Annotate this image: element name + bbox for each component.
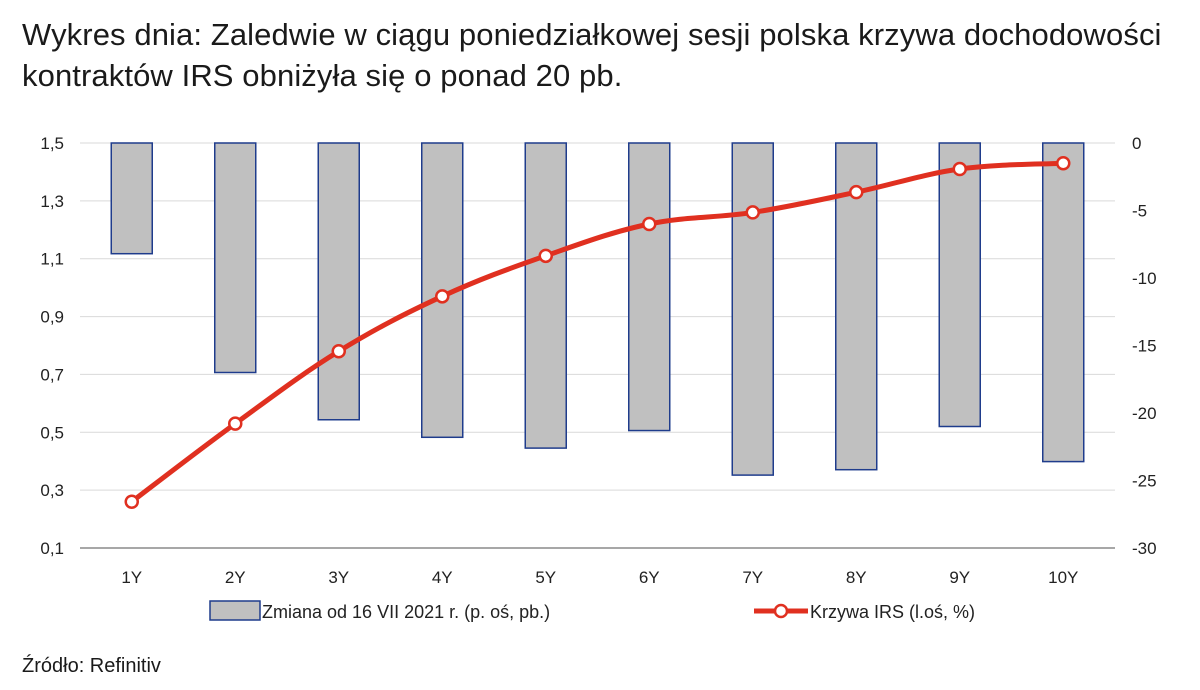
- line-point: [849, 184, 864, 200]
- x-tick-label: 1Y: [121, 568, 142, 587]
- line-point: [228, 416, 243, 431]
- right-tick-label: -25: [1132, 472, 1157, 491]
- right-axis: -30 -25 -20 -15 -10 -5 0: [1132, 134, 1157, 558]
- x-axis: 1Y 2Y 3Y 4Y 5Y 6Y 7Y 8Y 9Y 10Y: [121, 568, 1078, 587]
- legend-line-label: Krzywa IRS (l.oś, %): [810, 602, 975, 622]
- line-point: [952, 161, 967, 177]
- line-path: [130, 160, 1064, 504]
- source-note: Źródło: Refinitiv: [22, 655, 161, 677]
- x-tick-label: 4Y: [432, 568, 453, 587]
- legend-bar-label: Zmiana od 16 VII 2021 r. (p. oś, pb.): [262, 602, 550, 622]
- bar: [1042, 142, 1085, 463]
- x-tick-label: 7Y: [742, 568, 763, 587]
- x-tick-label: 2Y: [225, 568, 246, 587]
- bar: [524, 142, 567, 449]
- line-point: [642, 216, 657, 232]
- legend: Zmiana od 16 VII 2021 r. (p. oś, pb.) Kr…: [209, 600, 975, 622]
- legend-line-marker: [773, 603, 789, 619]
- left-tick-label: 0,5: [40, 423, 64, 442]
- left-tick-label: 0,9: [40, 308, 64, 327]
- x-tick-label: 9Y: [949, 568, 970, 587]
- legend-bar-swatch: [209, 600, 261, 621]
- right-tick-label: -15: [1132, 337, 1157, 356]
- chart-title: Wykres dnia: Zaledwie w ciągu poniedział…: [22, 17, 1162, 93]
- line-series: [124, 156, 1071, 509]
- left-axis: 0,1 0,3 0,5 0,7 0,9 1,1 1,3 1,5: [40, 134, 64, 558]
- x-tick-label: 6Y: [639, 568, 660, 587]
- line-point: [331, 344, 346, 359]
- line-point: [538, 248, 553, 264]
- bar: [731, 142, 774, 476]
- bar: [938, 142, 981, 428]
- bar-series: [110, 142, 1085, 476]
- line-point: [124, 494, 139, 509]
- left-tick-label: 1,5: [40, 134, 64, 153]
- right-tick-label: -5: [1132, 202, 1147, 221]
- x-tick-label: 10Y: [1048, 568, 1078, 587]
- left-tick-label: 1,3: [40, 192, 64, 211]
- left-tick-label: 0,1: [40, 539, 64, 558]
- line-point: [435, 289, 450, 304]
- line-point: [1056, 156, 1071, 171]
- bar: [110, 142, 153, 255]
- right-tick-label: -10: [1132, 269, 1157, 288]
- x-tick-label: 3Y: [328, 568, 349, 587]
- x-tick-label: 5Y: [535, 568, 556, 587]
- left-tick-label: 0,7: [40, 365, 64, 384]
- left-tick-label: 0,3: [40, 481, 64, 500]
- bar: [214, 142, 257, 374]
- bar: [317, 142, 360, 421]
- left-tick-label: 1,1: [40, 250, 64, 269]
- line-point: [745, 205, 760, 220]
- x-tick-label: 8Y: [846, 568, 867, 587]
- bar: [628, 142, 671, 432]
- right-tick-label: -20: [1132, 404, 1157, 423]
- right-tick-label: -30: [1132, 539, 1157, 558]
- right-tick-label: 0: [1132, 134, 1141, 153]
